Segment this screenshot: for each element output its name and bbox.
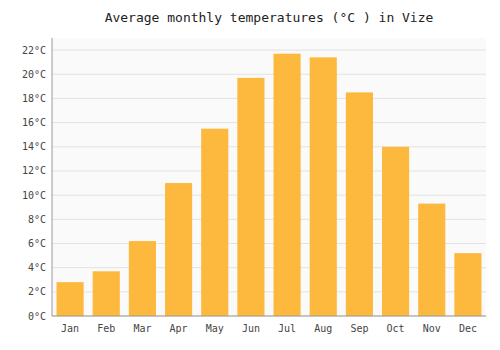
bar [274,54,301,316]
x-tick-label: Jan [61,323,79,334]
bar [57,282,84,316]
bar [454,253,481,316]
grid-line [52,98,486,99]
bar [310,57,337,316]
chart: Average monthly temperatures (°C ) in Vi… [0,0,500,350]
x-axis: Jan Feb Mar Apr May Jun Jul Aug Sep Oct Nov Dec [61,323,477,334]
y-tick-label: 16°C [22,117,46,128]
x-tick-label: Mar [133,323,151,334]
y-tick-label: 0°C [28,311,46,322]
grid-line [52,50,486,51]
grid [52,50,486,316]
bars [57,54,482,316]
y-tick-label: 10°C [22,190,46,201]
x-tick-label: Jul [278,323,296,334]
y-tick-label: 20°C [22,69,46,80]
x-tick-label: Apr [170,323,188,334]
x-tick-label: Aug [314,323,332,334]
grid-line [52,74,486,75]
bar [201,129,228,316]
bar [418,204,445,316]
grid-line [52,316,486,317]
x-tick-label: Jun [242,323,260,334]
grid-line [52,146,486,147]
chart-container: Average monthly temperatures (°C ) in Vi… [0,0,500,350]
grid-line [52,170,486,171]
x-axis-line [52,316,486,317]
y-tick-label: 12°C [22,165,46,176]
bar [237,78,264,316]
x-tick-label: Dec [459,323,477,334]
x-tick-label: May [206,323,224,334]
y-axis: 0°C 2°C 4°C 6°C 8°C 10°C 12°C 14°C 16°C 18°C 20°C 2… [22,45,46,322]
x-tick-label: Nov [423,323,441,334]
plot-background [52,38,486,316]
y-tick-label: 14°C [22,141,46,152]
grid-line [52,122,486,123]
y-tick-label: 22°C [22,45,46,56]
y-axis-line [52,38,53,316]
bar [346,92,373,316]
x-tick-label: Sep [350,323,368,334]
bar [382,147,409,316]
grid-line [52,195,486,196]
title: Average monthly temperatures (°C ) in Vi… [105,10,434,25]
x-tick-label: Feb [97,323,115,334]
bar [93,271,120,316]
bar [165,183,192,316]
x-tick-label: Oct [387,323,405,334]
y-tick-label: 4°C [28,262,46,273]
y-tick-label: 8°C [28,214,46,225]
y-tick-label: 2°C [28,286,46,297]
bar [129,241,156,316]
y-tick-label: 18°C [22,93,46,104]
y-tick-label: 6°C [28,238,46,249]
